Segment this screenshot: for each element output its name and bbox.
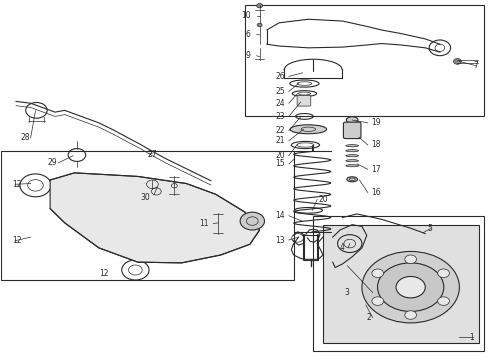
Text: 10: 10 xyxy=(241,11,251,20)
Ellipse shape xyxy=(346,159,359,162)
Text: 2: 2 xyxy=(367,313,372,322)
Ellipse shape xyxy=(346,150,359,152)
Text: 14: 14 xyxy=(275,211,285,220)
FancyBboxPatch shape xyxy=(297,95,311,106)
Bar xyxy=(313,216,484,351)
Text: 22: 22 xyxy=(275,126,285,135)
Ellipse shape xyxy=(346,145,359,147)
Text: 20: 20 xyxy=(318,195,328,204)
Ellipse shape xyxy=(346,165,359,167)
Text: 12: 12 xyxy=(12,236,22,245)
Circle shape xyxy=(257,23,262,27)
Text: 3: 3 xyxy=(345,288,350,297)
Text: 13: 13 xyxy=(275,235,285,244)
Text: 29: 29 xyxy=(48,158,57,167)
Circle shape xyxy=(396,276,425,298)
Circle shape xyxy=(405,311,416,319)
Text: 19: 19 xyxy=(372,118,381,127)
FancyBboxPatch shape xyxy=(343,122,361,139)
Text: 12: 12 xyxy=(12,180,22,189)
Text: 30: 30 xyxy=(140,193,150,202)
Text: 26: 26 xyxy=(275,72,285,81)
Ellipse shape xyxy=(346,155,359,157)
Text: 12: 12 xyxy=(99,269,108,278)
Text: 9: 9 xyxy=(246,51,251,60)
Text: 18: 18 xyxy=(372,140,381,149)
Circle shape xyxy=(372,297,384,305)
Text: 7: 7 xyxy=(473,61,478,70)
Circle shape xyxy=(405,255,416,264)
Text: 11: 11 xyxy=(199,219,208,228)
Text: 5: 5 xyxy=(428,224,433,233)
Text: 21: 21 xyxy=(275,136,285,145)
Circle shape xyxy=(438,297,449,305)
Text: 1: 1 xyxy=(469,333,474,342)
Bar xyxy=(245,5,484,116)
Ellipse shape xyxy=(346,117,358,123)
Circle shape xyxy=(438,269,449,278)
Circle shape xyxy=(372,269,384,278)
Circle shape xyxy=(377,263,444,311)
Text: 15: 15 xyxy=(275,159,285,168)
Polygon shape xyxy=(50,173,260,263)
Text: 23: 23 xyxy=(275,112,285,121)
Text: 6: 6 xyxy=(246,30,251,39)
Text: 17: 17 xyxy=(372,165,381,174)
Circle shape xyxy=(257,4,263,8)
Ellipse shape xyxy=(347,177,358,182)
Text: 28: 28 xyxy=(20,133,30,142)
Circle shape xyxy=(454,59,461,64)
Bar xyxy=(323,225,479,342)
Text: 16: 16 xyxy=(372,188,381,197)
Circle shape xyxy=(240,212,265,230)
Ellipse shape xyxy=(290,125,327,134)
Text: 20: 20 xyxy=(275,151,285,160)
Text: 4: 4 xyxy=(340,243,345,252)
Text: 25: 25 xyxy=(275,87,285,96)
Bar xyxy=(1,152,294,280)
Text: 24: 24 xyxy=(275,99,285,108)
Text: 27: 27 xyxy=(147,150,157,159)
Circle shape xyxy=(362,251,460,323)
